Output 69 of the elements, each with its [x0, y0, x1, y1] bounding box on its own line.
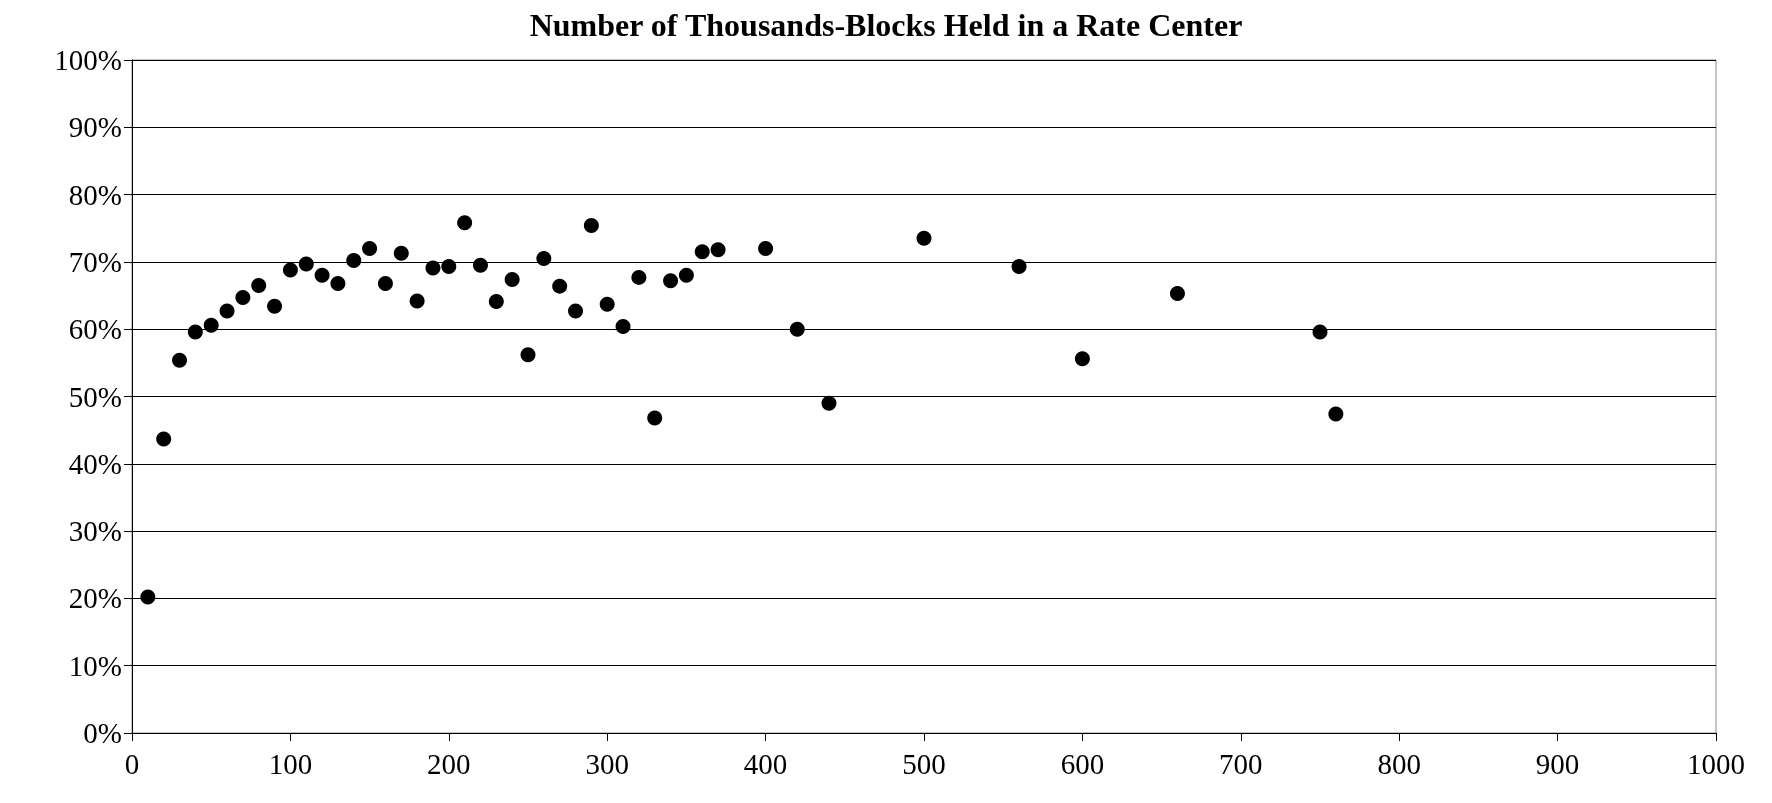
point	[1169, 286, 1185, 302]
point	[251, 277, 267, 293]
x-tick-label: 700	[1219, 747, 1263, 780]
point	[552, 278, 568, 294]
point	[473, 257, 488, 273]
y-tick-label: 100%	[54, 44, 122, 76]
y-tick-label: 80%	[68, 178, 122, 211]
x-tick-label: 1000	[1687, 747, 1745, 780]
point	[789, 321, 805, 337]
point	[1312, 324, 1328, 340]
point	[156, 431, 172, 447]
point	[409, 293, 425, 309]
point	[425, 260, 441, 276]
y-tick-label: 0%	[83, 717, 122, 749]
point	[1011, 259, 1027, 275]
point	[1328, 406, 1344, 422]
point	[599, 296, 615, 312]
x-tick-label: 100	[268, 747, 313, 780]
point	[583, 218, 599, 234]
point	[330, 275, 346, 291]
point	[916, 230, 932, 246]
x-tick-label: 500	[902, 747, 946, 780]
x-tick-label: 400	[743, 747, 788, 780]
point	[631, 269, 647, 285]
point	[172, 352, 188, 368]
point	[457, 215, 473, 231]
x-tick-label: 200	[427, 747, 471, 780]
point	[346, 253, 362, 269]
point	[536, 251, 552, 267]
y-tick-label: 10%	[68, 649, 122, 682]
point	[219, 303, 235, 319]
point	[441, 259, 457, 275]
y-tick-label: 50%	[68, 380, 122, 413]
x-tick-label: 300	[585, 747, 629, 780]
point	[758, 240, 774, 256]
point	[488, 294, 504, 310]
point	[663, 273, 679, 289]
point	[282, 262, 298, 278]
point	[314, 267, 330, 283]
y-tick-label: 70%	[68, 245, 122, 278]
x-tick-label: 0	[124, 747, 140, 780]
point	[298, 256, 314, 272]
point	[568, 303, 584, 319]
y-tick-label: 90%	[68, 111, 122, 144]
point	[520, 347, 536, 363]
y-tick-label: 60%	[68, 313, 122, 346]
point	[235, 290, 251, 306]
point	[710, 242, 726, 258]
point	[1074, 351, 1090, 367]
y-tick-label: 40%	[68, 447, 122, 480]
point	[140, 589, 156, 605]
point	[203, 317, 219, 333]
point	[267, 298, 283, 314]
point	[678, 267, 694, 283]
y-tick-label: 30%	[68, 515, 122, 548]
x-tick-label: 800	[1377, 747, 1421, 780]
x-tick-label: 600	[1060, 747, 1105, 780]
point	[377, 275, 393, 291]
point	[187, 324, 203, 340]
point	[362, 240, 378, 256]
point	[393, 245, 409, 261]
x-tick-label: 900	[1535, 747, 1580, 780]
point	[647, 410, 663, 426]
point	[504, 271, 520, 287]
y-tick-label: 20%	[68, 582, 122, 615]
point	[615, 319, 631, 334]
point	[821, 395, 837, 411]
chart-title: Number of Thousands-Blocks Held in a Rate Center	[529, 7, 1243, 43]
point	[694, 244, 710, 260]
